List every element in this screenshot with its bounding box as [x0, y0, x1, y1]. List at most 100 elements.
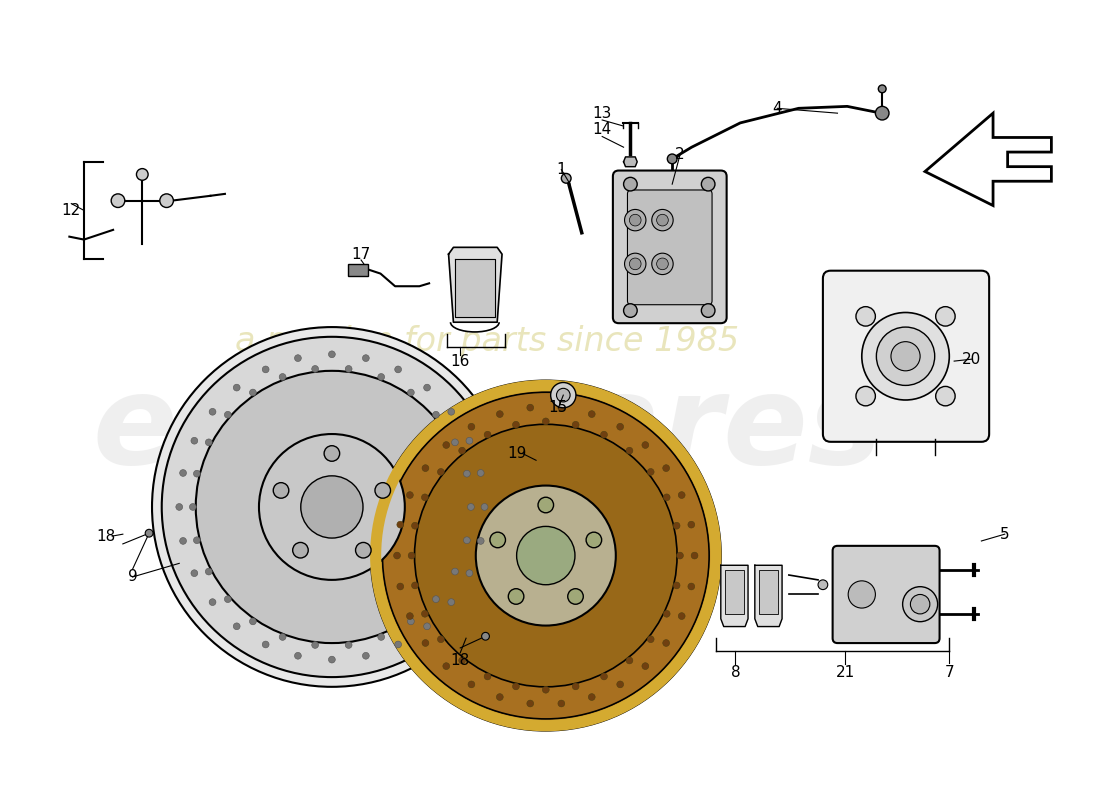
Circle shape — [424, 384, 430, 391]
Circle shape — [468, 681, 475, 688]
Circle shape — [209, 598, 216, 606]
Circle shape — [466, 570, 473, 577]
Circle shape — [691, 552, 698, 559]
Circle shape — [397, 583, 404, 590]
Circle shape — [517, 526, 575, 585]
Text: 4: 4 — [772, 101, 782, 116]
Circle shape — [568, 589, 583, 604]
Circle shape — [848, 581, 876, 608]
Text: 16: 16 — [451, 354, 470, 369]
Circle shape — [572, 683, 579, 690]
Circle shape — [877, 327, 935, 386]
Circle shape — [663, 494, 670, 501]
Circle shape — [191, 438, 198, 444]
Circle shape — [355, 542, 371, 558]
Text: 12: 12 — [62, 203, 81, 218]
Circle shape — [152, 327, 512, 687]
Circle shape — [652, 210, 673, 231]
Circle shape — [647, 469, 654, 475]
Circle shape — [407, 389, 415, 396]
Circle shape — [601, 673, 607, 680]
Circle shape — [345, 366, 352, 372]
Circle shape — [407, 613, 414, 619]
Circle shape — [415, 424, 678, 687]
Circle shape — [438, 636, 444, 642]
Text: 1: 1 — [557, 162, 566, 177]
Circle shape — [642, 662, 649, 670]
Circle shape — [262, 641, 270, 648]
Circle shape — [625, 253, 646, 274]
Circle shape — [176, 503, 183, 510]
Circle shape — [551, 382, 576, 408]
Circle shape — [477, 538, 484, 544]
Circle shape — [233, 623, 240, 630]
Circle shape — [162, 337, 502, 677]
Circle shape — [295, 652, 301, 659]
Circle shape — [452, 439, 459, 446]
Circle shape — [662, 640, 670, 646]
Circle shape — [136, 169, 149, 180]
Circle shape — [311, 642, 319, 648]
Circle shape — [295, 354, 301, 362]
Text: a passion for parts since 1985: a passion for parts since 1985 — [235, 325, 739, 358]
Circle shape — [527, 404, 534, 411]
Circle shape — [561, 174, 571, 183]
Circle shape — [663, 610, 670, 617]
Text: 14: 14 — [593, 122, 612, 138]
Polygon shape — [455, 259, 495, 318]
Circle shape — [702, 304, 715, 318]
Circle shape — [624, 178, 637, 191]
Circle shape — [463, 470, 471, 477]
Circle shape — [194, 470, 200, 477]
Circle shape — [345, 642, 352, 648]
FancyBboxPatch shape — [725, 570, 744, 614]
Circle shape — [421, 610, 428, 617]
Circle shape — [572, 422, 579, 428]
Circle shape — [481, 503, 488, 510]
Circle shape — [688, 583, 695, 590]
FancyBboxPatch shape — [349, 264, 367, 275]
Circle shape — [891, 342, 920, 371]
Polygon shape — [624, 157, 637, 166]
Polygon shape — [720, 566, 748, 626]
Circle shape — [625, 210, 646, 231]
Circle shape — [371, 381, 720, 730]
Circle shape — [407, 492, 414, 498]
Circle shape — [629, 258, 641, 270]
Circle shape — [468, 423, 475, 430]
Circle shape — [557, 388, 570, 402]
Circle shape — [408, 552, 415, 559]
Circle shape — [179, 470, 187, 476]
Circle shape — [513, 422, 519, 428]
Text: 21: 21 — [836, 665, 855, 680]
Circle shape — [477, 470, 484, 476]
Circle shape — [818, 580, 828, 590]
Circle shape — [668, 154, 678, 164]
Circle shape — [476, 486, 616, 626]
Text: 18: 18 — [451, 653, 470, 668]
Circle shape — [300, 476, 363, 538]
Circle shape — [395, 641, 402, 648]
Text: 5: 5 — [1000, 526, 1010, 542]
Circle shape — [432, 596, 439, 602]
Circle shape — [432, 411, 439, 418]
Circle shape — [936, 306, 955, 326]
Circle shape — [250, 618, 256, 625]
Text: 9: 9 — [128, 570, 138, 585]
Circle shape — [209, 408, 216, 415]
Circle shape — [484, 673, 491, 680]
Circle shape — [861, 313, 949, 400]
Circle shape — [588, 694, 595, 701]
Circle shape — [679, 613, 685, 619]
Circle shape — [903, 586, 937, 622]
Circle shape — [329, 351, 336, 358]
Circle shape — [324, 446, 340, 462]
Circle shape — [438, 469, 444, 475]
Circle shape — [196, 371, 468, 643]
Circle shape — [856, 306, 876, 326]
Circle shape — [936, 386, 955, 406]
Polygon shape — [755, 566, 782, 626]
Circle shape — [224, 596, 231, 602]
Circle shape — [194, 537, 200, 544]
Circle shape — [189, 503, 196, 510]
